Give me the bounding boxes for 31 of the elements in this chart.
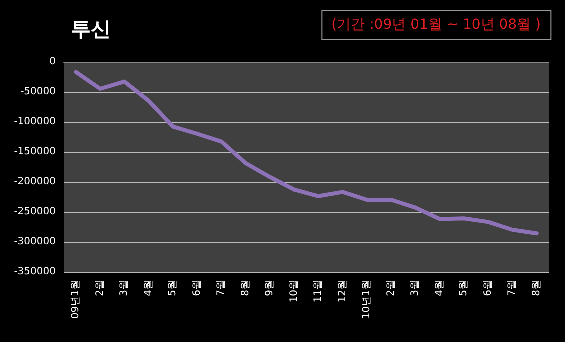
x-tick-label: 11월 — [313, 280, 324, 303]
chart-title: 투신 — [71, 17, 111, 41]
y-tick-label: -50000 — [20, 86, 56, 98]
x-tick-label: 10년1월 — [362, 280, 373, 320]
x-tick-label: 6월 — [482, 280, 494, 296]
y-tick-label: -100000 — [14, 116, 56, 128]
x-tick-label: 3월 — [410, 280, 422, 296]
x-tick-label: 3월 — [119, 280, 130, 296]
x-tick-label: 4월 — [434, 280, 446, 296]
x-tick-label: 8월 — [240, 280, 252, 296]
y-tick-label: -300000 — [14, 236, 56, 248]
y-tick-label: 0 — [50, 56, 56, 68]
x-tick-label: 8월 — [531, 280, 542, 296]
x-tick-label: 7월 — [216, 280, 228, 296]
y-tick-label: -350000 — [14, 266, 56, 278]
y-tick-label: -200000 — [14, 176, 56, 188]
x-tick-label: 7월 — [507, 280, 518, 296]
x-tick-label: 6월 — [192, 280, 203, 296]
x-tick-label: 09년1월 — [70, 280, 82, 320]
x-tick-label: 5월 — [458, 280, 470, 296]
x-tick-label: 9월 — [264, 280, 276, 296]
x-tick-label: 2월 — [386, 280, 397, 296]
chart-subtitle: (기간 :09년 01월 ~ 10년 08월 ) — [332, 17, 542, 33]
line-series — [74, 70, 539, 236]
x-tick-label: 10월 — [288, 280, 300, 303]
x-tick-label: 5월 — [168, 280, 179, 296]
y-tick-label: -150000 — [14, 146, 56, 158]
x-tick-label: 4월 — [143, 280, 154, 296]
x-tick-label: 2월 — [94, 280, 106, 296]
x-tick-label: 12월 — [337, 280, 348, 303]
y-tick-label: -250000 — [14, 206, 56, 218]
